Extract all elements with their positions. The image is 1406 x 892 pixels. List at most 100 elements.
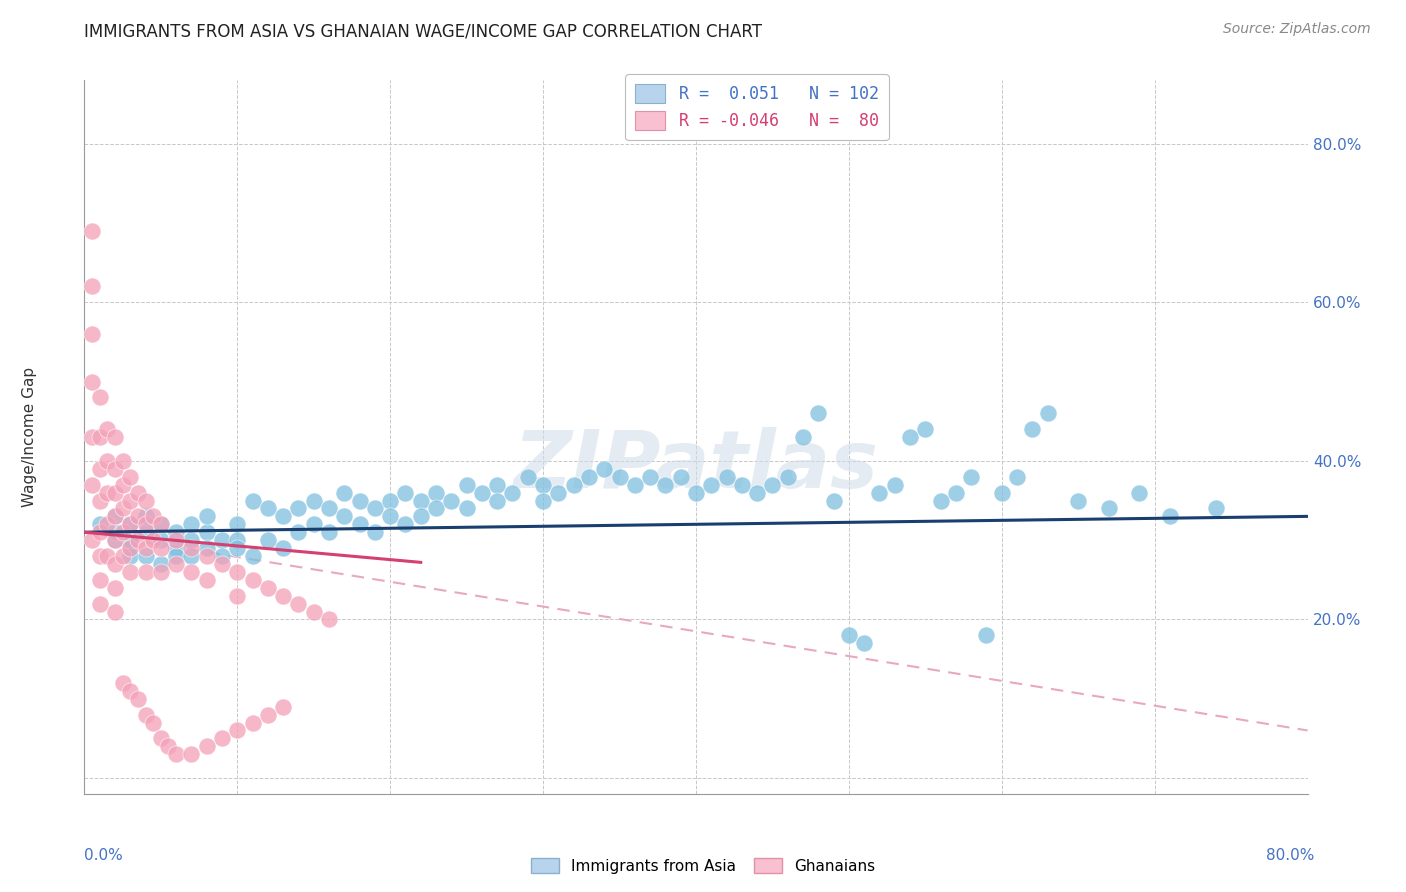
Point <box>593 462 616 476</box>
Point <box>654 477 676 491</box>
Point <box>302 605 325 619</box>
Point <box>578 469 600 483</box>
Point <box>792 430 814 444</box>
Point <box>531 477 554 491</box>
Point <box>135 517 157 532</box>
Point <box>120 549 142 563</box>
Point <box>111 454 134 468</box>
Point <box>149 533 172 548</box>
Point <box>1159 509 1181 524</box>
Point <box>257 581 280 595</box>
Point <box>120 533 142 548</box>
Point <box>349 517 371 532</box>
Point <box>609 469 631 483</box>
Point <box>624 477 647 491</box>
Text: IMMIGRANTS FROM ASIA VS GHANAIAN WAGE/INCOME GAP CORRELATION CHART: IMMIGRANTS FROM ASIA VS GHANAIAN WAGE/IN… <box>84 22 762 40</box>
Point <box>380 509 402 524</box>
Point <box>409 493 432 508</box>
Point <box>135 541 157 555</box>
Point <box>96 454 118 468</box>
Point <box>531 493 554 508</box>
Point <box>242 573 264 587</box>
Point <box>165 525 187 540</box>
Point <box>731 477 754 491</box>
Point <box>869 485 891 500</box>
Point <box>853 636 876 650</box>
Point <box>1067 493 1090 508</box>
Point <box>149 517 172 532</box>
Point <box>96 422 118 436</box>
Point <box>318 501 340 516</box>
Point <box>149 731 172 746</box>
Point <box>226 517 249 532</box>
Point <box>111 477 134 491</box>
Point <box>747 485 769 500</box>
Point <box>104 581 127 595</box>
Point <box>127 509 149 524</box>
Point <box>211 557 233 571</box>
Point <box>111 549 134 563</box>
Point <box>89 549 111 563</box>
Point <box>180 541 202 555</box>
Point <box>761 477 783 491</box>
Text: 0.0%: 0.0% <box>84 848 124 863</box>
Point <box>180 565 202 579</box>
Point <box>349 493 371 508</box>
Point <box>318 612 340 626</box>
Point <box>120 565 142 579</box>
Point <box>302 493 325 508</box>
Point <box>700 477 723 491</box>
Point <box>149 517 172 532</box>
Point <box>685 485 707 500</box>
Point <box>425 485 447 500</box>
Point <box>96 549 118 563</box>
Point <box>838 628 860 642</box>
Point <box>120 493 142 508</box>
Point <box>1205 501 1227 516</box>
Point <box>364 501 387 516</box>
Point <box>776 469 799 483</box>
Point <box>127 691 149 706</box>
Point <box>425 501 447 516</box>
Point <box>456 501 478 516</box>
Point <box>180 747 202 762</box>
Point <box>135 565 157 579</box>
Point <box>226 565 249 579</box>
Point <box>242 493 264 508</box>
Point <box>471 485 494 500</box>
Point <box>195 509 218 524</box>
Point <box>195 525 218 540</box>
Point <box>111 501 134 516</box>
Point <box>127 533 149 548</box>
Point <box>1005 469 1028 483</box>
Point <box>226 589 249 603</box>
Point <box>1021 422 1043 436</box>
Point <box>89 462 111 476</box>
Point <box>149 565 172 579</box>
Point <box>135 509 157 524</box>
Point <box>211 549 233 563</box>
Point <box>80 533 103 548</box>
Point <box>669 469 692 483</box>
Point <box>104 509 127 524</box>
Point <box>120 517 142 532</box>
Point <box>287 525 309 540</box>
Point <box>142 533 165 548</box>
Point <box>89 525 111 540</box>
Point <box>142 509 165 524</box>
Point <box>96 485 118 500</box>
Legend: R =  0.051   N = 102, R = -0.046   N =  80: R = 0.051 N = 102, R = -0.046 N = 80 <box>626 74 889 140</box>
Point <box>111 525 134 540</box>
Point <box>195 541 218 555</box>
Point <box>104 533 127 548</box>
Point <box>318 525 340 540</box>
Point <box>157 739 180 754</box>
Legend: Immigrants from Asia, Ghanaians: Immigrants from Asia, Ghanaians <box>524 852 882 880</box>
Point <box>89 573 111 587</box>
Point <box>142 715 165 730</box>
Point <box>104 509 127 524</box>
Point <box>287 597 309 611</box>
Point <box>165 557 187 571</box>
Point <box>80 477 103 491</box>
Point <box>823 493 845 508</box>
